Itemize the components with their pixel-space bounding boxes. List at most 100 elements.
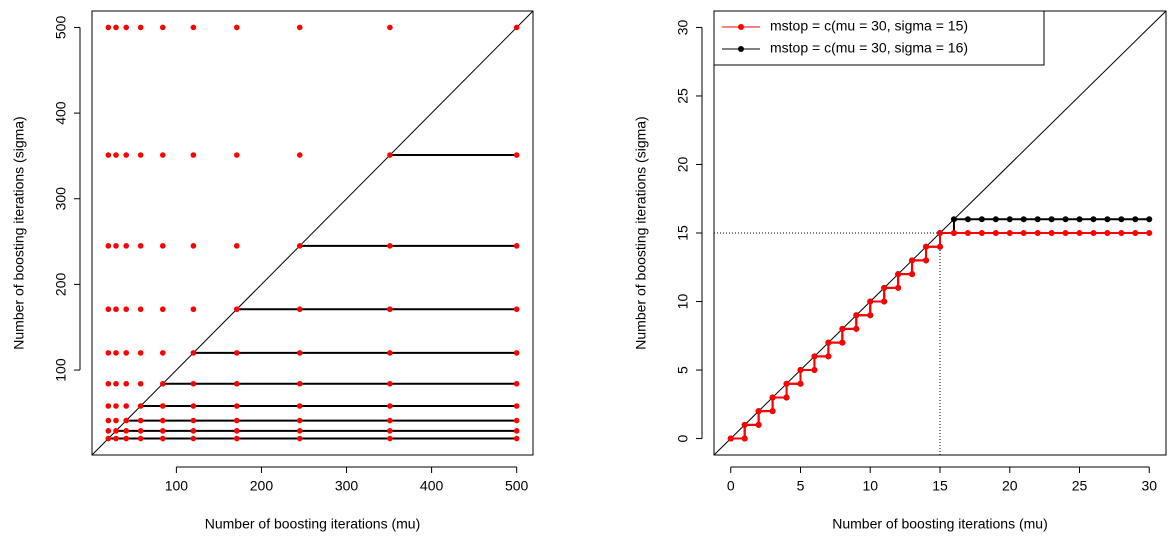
point — [1034, 216, 1041, 223]
point — [909, 271, 916, 278]
point — [741, 435, 748, 442]
point — [137, 306, 144, 313]
point — [923, 257, 930, 264]
panel: 100 200 300 400 500 100 200 300 400 500 Number of … — [11, 10, 534, 532]
point — [159, 428, 166, 434]
point — [296, 428, 303, 434]
point — [137, 350, 144, 356]
x-tick-label: 400 — [420, 478, 444, 494]
plot-box — [713, 10, 1167, 456]
plot-area — [92, 11, 533, 455]
point — [159, 243, 166, 249]
point — [783, 394, 790, 401]
y-tick-label: 25 — [675, 88, 691, 104]
point — [137, 380, 144, 387]
point — [937, 243, 943, 250]
point — [123, 306, 129, 313]
point — [123, 243, 129, 249]
point — [159, 350, 166, 356]
point — [978, 230, 985, 236]
point — [1118, 216, 1125, 223]
point — [233, 403, 240, 409]
point — [105, 243, 112, 249]
point — [113, 24, 119, 31]
point — [113, 428, 119, 434]
point — [159, 435, 166, 442]
point — [839, 339, 846, 346]
point — [1006, 216, 1013, 223]
point — [105, 380, 112, 387]
point — [964, 216, 971, 223]
point — [513, 306, 520, 313]
point — [923, 243, 930, 250]
point — [1048, 230, 1055, 236]
y-tick-label: 200 — [53, 272, 69, 296]
y-tick-label: 500 — [53, 16, 69, 40]
point — [113, 152, 119, 158]
point — [797, 367, 804, 374]
point — [811, 353, 818, 360]
point — [513, 243, 520, 249]
point — [159, 306, 166, 313]
point — [123, 350, 129, 356]
point — [233, 243, 240, 249]
point — [296, 417, 303, 424]
point — [123, 435, 129, 442]
y-tick-label: 0 — [675, 434, 691, 442]
point — [839, 325, 846, 332]
legend: mstop = c(mu = 30, sigma = 15) mstop = c(… — [713, 10, 1045, 66]
point — [190, 306, 197, 313]
point — [190, 380, 197, 387]
y-tick-label: 20 — [675, 156, 691, 172]
point — [513, 380, 520, 387]
x-tick-label: 10 — [862, 478, 878, 494]
point — [1090, 230, 1097, 236]
y-tick-label: 5 — [675, 366, 691, 374]
y-tick-label: 10 — [675, 294, 691, 310]
point — [950, 216, 957, 223]
point — [123, 24, 129, 31]
point — [105, 350, 112, 356]
point — [296, 24, 303, 31]
legend-box — [713, 10, 1045, 66]
point — [387, 24, 393, 31]
point — [895, 271, 902, 278]
point — [190, 243, 197, 249]
point — [190, 435, 197, 442]
point — [123, 152, 129, 158]
point — [159, 417, 166, 424]
point — [513, 24, 520, 31]
point — [190, 152, 197, 158]
point — [113, 417, 119, 424]
point — [992, 216, 999, 223]
point — [233, 350, 240, 356]
point — [233, 435, 240, 442]
point — [895, 284, 902, 291]
point — [387, 428, 393, 434]
point — [233, 428, 240, 434]
point — [159, 380, 166, 387]
point — [741, 421, 748, 428]
point — [950, 230, 957, 236]
point — [1132, 216, 1139, 223]
point — [123, 428, 129, 434]
point — [159, 152, 166, 158]
point — [1034, 230, 1041, 236]
point — [1062, 230, 1069, 236]
panel: 0 5 10 15 20 25 30 0 5 10 15 20 25 30 Number of boosti… — [633, 10, 1167, 532]
x-tick-label: 100 — [165, 478, 189, 494]
point — [387, 417, 393, 424]
x-tick-label: 15 — [932, 478, 948, 494]
point — [797, 380, 804, 387]
series-line — [730, 232, 1150, 440]
point — [978, 216, 985, 223]
point — [296, 350, 303, 356]
point — [137, 403, 144, 409]
point — [113, 243, 119, 249]
point — [137, 417, 144, 424]
point — [755, 421, 762, 428]
point — [233, 417, 240, 424]
point — [1132, 230, 1139, 236]
point — [1020, 216, 1027, 223]
point — [233, 152, 240, 158]
